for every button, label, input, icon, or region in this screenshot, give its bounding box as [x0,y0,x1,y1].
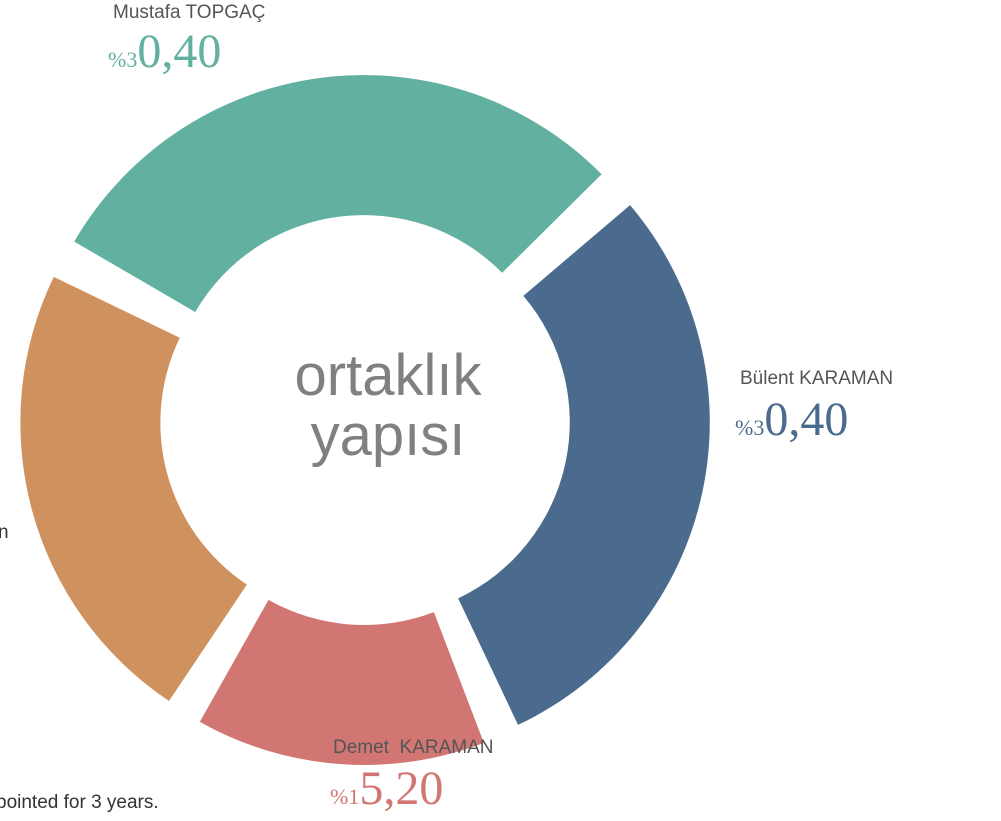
annotation: n [0,522,9,543]
pie-slice [199,599,484,765]
center-label: ortaklık [295,343,483,408]
slice-name: Mustafa TOPGAÇ [113,2,266,23]
slice-value: %15,20 [330,762,444,815]
annotation: pointed for 3 years. [0,792,159,813]
slice-name: Bülent KARAMAN [740,368,894,389]
slice-value: %30,40 [108,25,222,78]
slice-value: %30,40 [735,393,849,446]
center-label: yapısı [311,403,466,468]
pie-slice [458,205,710,725]
pie-slice [74,75,602,312]
pie-slice [20,276,247,702]
slice-name: Demet KARAMAN [333,737,494,758]
